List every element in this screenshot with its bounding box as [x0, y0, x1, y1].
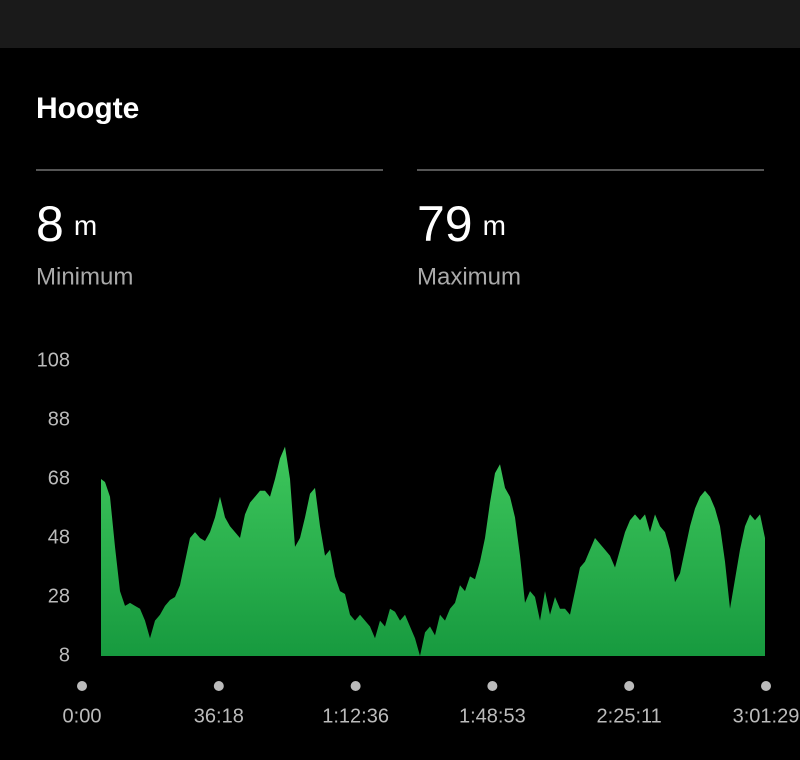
stat-label: Maximum [417, 263, 521, 290]
y-tick-label: 48 [48, 526, 70, 548]
y-tick-label: 28 [48, 585, 70, 607]
x-tick-label: 36:18 [194, 705, 244, 727]
stat-value: 79 [417, 196, 473, 252]
y-tick-label: 108 [37, 349, 70, 371]
x-tick-label: 3:01:29 [733, 705, 800, 727]
x-tick-dot [213, 681, 224, 691]
top-bar [0, 0, 800, 48]
y-tick-label: 88 [48, 408, 70, 430]
stat-unit: m [483, 210, 506, 241]
x-tick-dot [350, 681, 361, 691]
stat-label: Minimum [36, 263, 133, 290]
x-tick-dot [487, 681, 498, 691]
x-tick-dot [761, 681, 771, 691]
x-tick-label: 2:25:11 [597, 705, 662, 727]
x-tick-dot [77, 681, 87, 691]
x-tick-label: 1:48:53 [459, 705, 526, 727]
elevation-area [101, 446, 765, 656]
x-tick-label: 1:12:36 [322, 705, 389, 727]
stat-value: 8 [36, 196, 64, 252]
y-tick-label: 8 [59, 644, 70, 666]
title: Hoogte [36, 92, 139, 125]
y-tick-label: 68 [48, 467, 70, 489]
stat-unit: m [74, 210, 97, 241]
x-tick-label: 0:00 [63, 705, 102, 727]
x-tick-dot [624, 681, 635, 691]
stat: 79 m [417, 196, 506, 252]
